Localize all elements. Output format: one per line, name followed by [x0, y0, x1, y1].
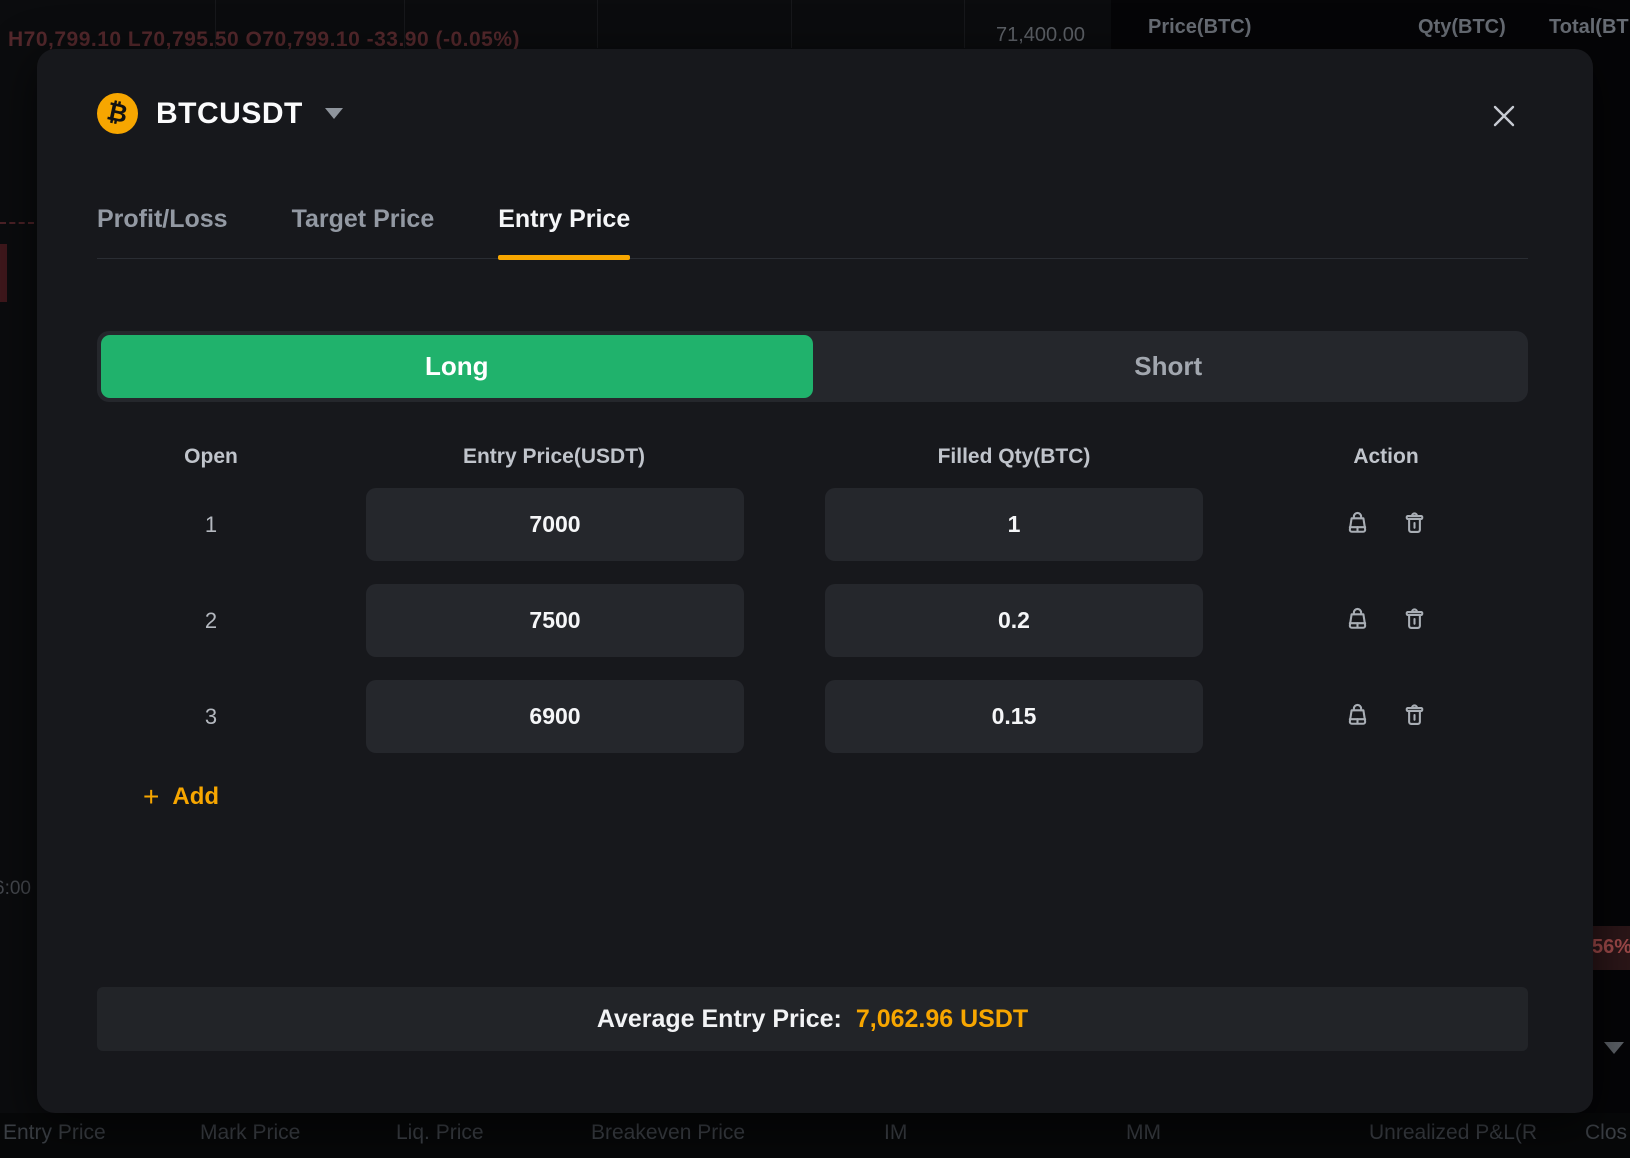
positions-table-header-strip: Entry Price Mark Price Liq. Price Breake… — [0, 1113, 1630, 1158]
chart-gridline — [964, 0, 965, 48]
delete-row-icon[interactable] — [1399, 605, 1430, 636]
chevron-down-icon — [324, 108, 343, 119]
average-entry-price-value: 7,062.96 USDT — [855, 1004, 1029, 1033]
column-header-open: Open — [184, 445, 238, 468]
orderbook-header-qty: Qty(BTC) — [1418, 16, 1506, 38]
positions-header-entry-price: Entry Price — [3, 1121, 106, 1144]
orderbook-depth-percent: 56% — [1592, 936, 1630, 958]
close-icon[interactable] — [1487, 99, 1521, 133]
positions-header-mm: MM — [1126, 1121, 1161, 1144]
long-button[interactable]: Long — [101, 335, 813, 398]
column-header-filled-qty: Filled Qty(BTC) — [937, 445, 1091, 468]
positions-header-liq-price: Liq. Price — [396, 1121, 484, 1144]
chart-dashed-price-line — [0, 222, 34, 224]
chart-ohlc-info: H70,799.10 L70,795.50 O70,799.10 -33.90 … — [8, 28, 521, 51]
table-row: 3 — [37, 680, 1593, 753]
tab-profit-loss[interactable]: Profit/Loss — [97, 205, 228, 233]
chart-gridline — [597, 0, 598, 48]
chart-time-label: 6:00 — [0, 878, 31, 899]
filled-qty-input[interactable] — [825, 584, 1203, 657]
delete-row-icon[interactable] — [1399, 701, 1430, 732]
positions-header-im: IM — [884, 1121, 908, 1144]
clear-row-icon[interactable] — [1342, 605, 1373, 636]
tab-entry-price[interactable]: Entry Price — [498, 205, 631, 260]
entry-rows: 1 — [37, 488, 1593, 776]
table-row: 1 — [37, 488, 1593, 561]
tab-target-price[interactable]: Target Price — [291, 205, 435, 233]
positions-header-mark-price: Mark Price — [200, 1121, 301, 1144]
orderbook-header-price: Price(BTC) — [1148, 16, 1252, 38]
clear-row-icon[interactable] — [1342, 509, 1373, 540]
column-header-action: Action — [1353, 445, 1419, 468]
symbol-label: BTCUSDT — [156, 96, 303, 130]
scroll-down-caret-icon — [1604, 1042, 1624, 1054]
entry-price-input[interactable] — [366, 488, 744, 561]
bitcoin-icon: ₿ — [97, 93, 138, 134]
delete-row-icon[interactable] — [1399, 509, 1430, 540]
row-number: 3 — [204, 704, 218, 729]
add-row-label: Add — [172, 783, 220, 810]
average-entry-price-label: Average Entry Price: — [596, 1004, 842, 1033]
clear-row-icon[interactable] — [1342, 701, 1373, 732]
row-number: 2 — [204, 608, 218, 633]
plus-icon: + — [143, 781, 160, 812]
chart-gridline — [791, 0, 792, 48]
chart-gridline — [215, 0, 216, 48]
filled-qty-input[interactable] — [825, 680, 1203, 753]
column-header-entry-price: Entry Price(USDT) — [462, 445, 646, 468]
entry-price-input[interactable] — [366, 680, 744, 753]
side-toggle: Long Short — [97, 331, 1528, 402]
table-row: 2 — [37, 584, 1593, 657]
positions-header-close: Clos — [1585, 1121, 1628, 1144]
chart-gridline — [404, 0, 405, 48]
row-number: 1 — [204, 512, 218, 537]
filled-qty-input[interactable] — [825, 488, 1203, 561]
entry-price-input[interactable] — [366, 584, 744, 657]
short-button[interactable]: Short — [1134, 351, 1203, 381]
average-entry-price-bar: Average Entry Price: 7,062.96 USDT — [97, 987, 1528, 1051]
entry-price-calculator-modal: ₿ BTCUSDT Profit/Loss Target Price Entry… — [37, 49, 1593, 1113]
chart-candle — [0, 244, 7, 302]
positions-header-breakeven: Breakeven Price — [591, 1121, 746, 1144]
positions-header-unrealized-pnl: Unrealized P&L(R — [1369, 1121, 1538, 1144]
calculator-tabs: Profit/Loss Target Price Entry Price — [97, 205, 1528, 260]
chart-price-level: 71,400.00 — [996, 24, 1085, 46]
add-row-button[interactable]: + Add — [143, 783, 219, 811]
symbol-selector[interactable]: ₿ BTCUSDT — [97, 93, 343, 134]
orderbook-header-total: Total(BT — [1549, 16, 1629, 38]
